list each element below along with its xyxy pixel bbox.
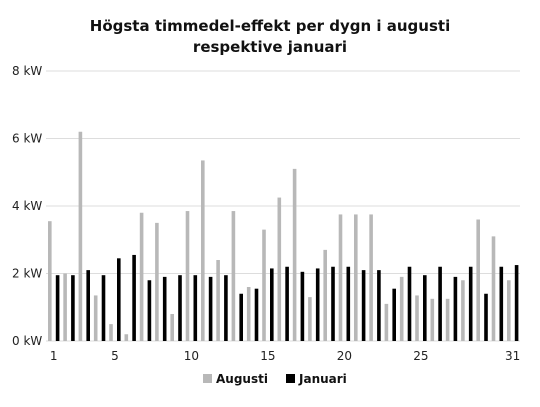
bar-augusti-day-2 [63,273,67,341]
bar-januari-day-24 [407,266,412,341]
bar-augusti-day-6 [124,334,129,341]
bar-augusti-day-11 [201,160,205,341]
bar-augusti-day-17 [292,168,297,341]
bar-augusti-day-15 [262,229,266,341]
bar-januari-day-22 [377,270,381,341]
x-tick-label: 1 [50,349,58,363]
x-tick-label: 31 [505,349,520,363]
bar-januari-day-25 [423,275,427,341]
legend-swatch-augusti [203,374,212,383]
bar-augusti-day-7 [139,212,144,341]
bar-januari-day-8 [162,276,167,341]
bar-augusti-day-10 [185,211,190,341]
legend-label-augusti: Augusti [216,372,268,386]
bar-januari-day-20 [346,266,351,341]
bar-januari-day-26 [438,266,442,341]
bar-augusti-day-22 [369,214,373,341]
bar-augusti-day-12 [216,260,220,341]
bar-januari-day-29 [484,293,488,341]
x-tick-label: 10 [184,349,199,363]
chart-title-line-2: respektive januari [192,38,348,56]
bar-augusti-day-18 [308,297,312,341]
bar-januari-day-12 [224,275,228,341]
bar-januari-day-3 [86,270,90,341]
chart-title: Högsta timmedel-effekt per dygn i august… [0,16,540,58]
bar-januari-day-23 [392,288,396,341]
bar-januari-day-14 [254,288,259,341]
bar-augusti-day-1 [48,221,52,341]
bar-augusti-day-13 [231,211,236,341]
bar-januari-day-1 [55,275,60,341]
bar-januari-day-5 [117,258,121,341]
bar-augusti-day-3 [78,131,83,341]
bar-augusti-day-31 [507,280,511,341]
x-axis: 1 5 10 15 20 25 31 [50,349,520,363]
y-axis: 0 kW 2 kW 4 kW 6 kW 8 kW [12,64,42,348]
bar-januari-day-7 [147,280,152,341]
bars [48,131,519,341]
y-tick-label: 4 kW [12,199,42,213]
x-tick-label: 15 [260,349,275,363]
bar-januari-day-27 [453,276,458,341]
x-tick-label: 25 [413,349,428,363]
bar-augusti-day-24 [399,276,404,341]
y-tick-label: 8 kW [12,64,42,78]
bar-januari-day-31 [514,265,519,341]
bar-augusti-day-28 [461,280,465,341]
bar-januari-day-2 [71,275,75,341]
bar-augusti-day-29 [476,219,480,341]
bar-augusti-day-21 [354,214,358,341]
bar-januari-day-15 [270,268,274,341]
y-tick-label: 0 kW [12,334,42,348]
legend-swatch-januari [286,374,295,383]
bar-augusti-day-23 [384,303,389,341]
bar-augusti-day-26 [430,298,435,341]
bar-januari-day-6 [132,254,136,341]
bar-januari-day-17 [300,271,305,341]
bar-januari-day-30 [499,266,504,341]
bar-januari-day-19 [331,266,335,341]
bar-augusti-day-14 [246,287,251,341]
legend: Augusti Januari [203,372,347,386]
bar-augusti-day-25 [415,295,419,341]
bar-augusti-day-5 [109,324,113,341]
legend-label-januari: Januari [298,372,347,386]
bar-januari-day-4 [101,275,106,341]
bar-januari-day-21 [361,270,366,341]
bar-augusti-day-4 [93,295,98,341]
bar-augusti-day-19 [323,249,327,341]
bar-augusti-day-20 [338,214,343,341]
bar-januari-day-16 [285,266,289,341]
bar-augusti-day-9 [170,314,174,341]
bar-augusti-day-8 [155,222,159,341]
bar-januari-day-13 [239,293,243,341]
bar-januari-day-9 [178,275,182,341]
bar-augusti-day-27 [445,298,450,341]
x-tick-label: 5 [111,349,119,363]
x-tick-label: 20 [337,349,352,363]
bar-januari-day-18 [315,268,320,341]
chart-title-line-1: Högsta timmedel-effekt per dygn i august… [89,17,451,35]
bar-januari-day-11 [208,276,213,341]
bar-augusti-day-30 [491,236,496,341]
bar-januari-day-10 [193,275,198,341]
y-tick-label: 6 kW [12,132,42,146]
bar-augusti-day-16 [277,197,282,341]
bar-januari-day-28 [468,266,473,341]
y-tick-label: 2 kW [12,267,42,281]
